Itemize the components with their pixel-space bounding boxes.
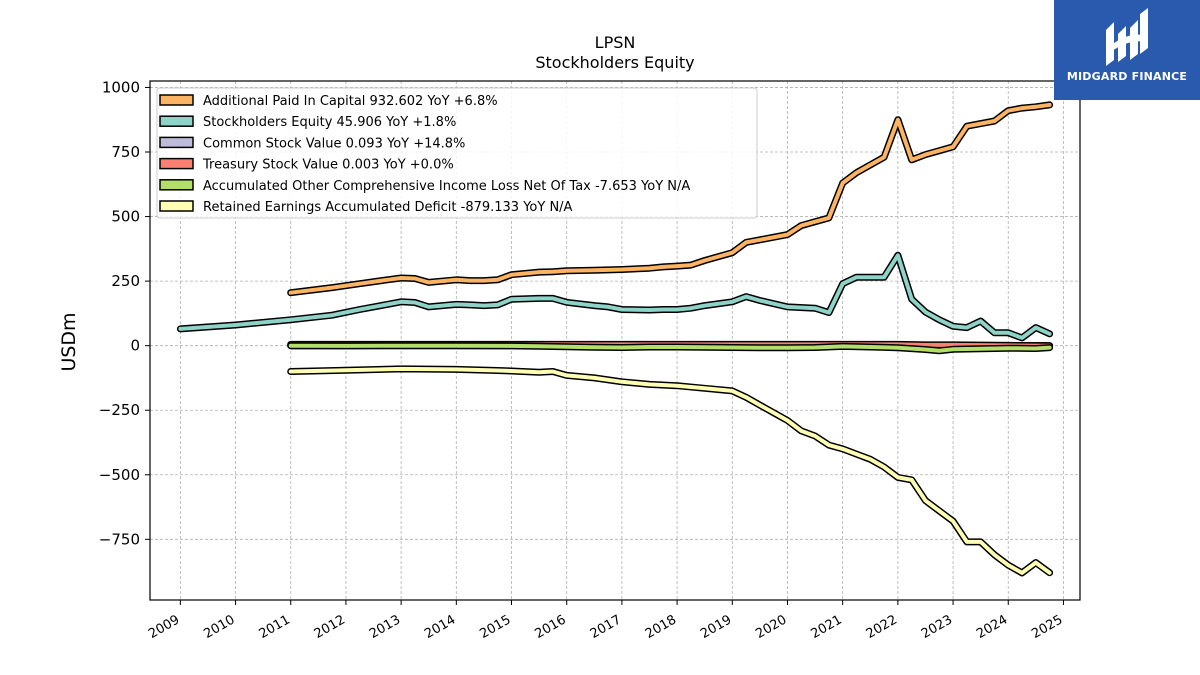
y-tick-label: 750 bbox=[111, 143, 140, 161]
legend-entry: Additional Paid In Capital 932.602 YoY +… bbox=[203, 94, 498, 109]
midgard-logo-icon bbox=[1054, 0, 1200, 100]
y-tick-label: 1000 bbox=[102, 78, 140, 96]
y-tick-label: 0 bbox=[130, 337, 140, 355]
series-line-additional-paid-in-capital bbox=[288, 102, 1052, 295]
y-tick-label: −500 bbox=[99, 466, 140, 484]
midgard-finance-logo: MIDGARD FINANCE bbox=[1054, 0, 1200, 100]
y-tick-label: 250 bbox=[111, 272, 140, 290]
chart-subtitle: Stockholders Equity bbox=[535, 53, 694, 72]
y-tick-label: 500 bbox=[111, 208, 140, 226]
series-line-retained-earnings-accumulated-deficit bbox=[288, 366, 1052, 575]
legend-swatch bbox=[159, 179, 194, 191]
legend-entry: Accumulated Other Comprehensive Income L… bbox=[203, 179, 690, 194]
series-line-accumulated-other-comprehensive-income-loss-net-of-tax bbox=[288, 343, 1052, 353]
legend-entry: Treasury Stock Value 0.003 YoY +0.0% bbox=[202, 158, 454, 173]
legend-entry: Stockholders Equity 45.906 YoY +1.8% bbox=[203, 115, 456, 130]
plot-frame bbox=[149, 80, 1081, 601]
legend-entry: Retained Earnings Accumulated Deficit -8… bbox=[203, 200, 573, 215]
y-tick-label: −250 bbox=[99, 401, 140, 419]
legend-box bbox=[156, 87, 758, 219]
legend-swatch bbox=[159, 136, 194, 149]
legend-entry: Common Stock Value 0.093 YoY +14.8% bbox=[203, 136, 465, 151]
chart-title: LPSN bbox=[595, 33, 636, 52]
legend: Additional Paid In Capital 932.602 YoY +… bbox=[156, 87, 758, 219]
legend-swatch bbox=[159, 115, 194, 127]
y-tick-label: −750 bbox=[99, 530, 140, 548]
legend-swatch bbox=[159, 200, 194, 212]
y-axis-label: USDm bbox=[58, 312, 80, 371]
legend-swatch bbox=[159, 94, 194, 106]
series-line-stockholders-equity bbox=[178, 253, 1052, 340]
series-lines bbox=[176, 101, 1054, 577]
logo-text: MIDGARD FINANCE bbox=[1066, 70, 1188, 83]
legend-swatch bbox=[159, 157, 194, 170]
